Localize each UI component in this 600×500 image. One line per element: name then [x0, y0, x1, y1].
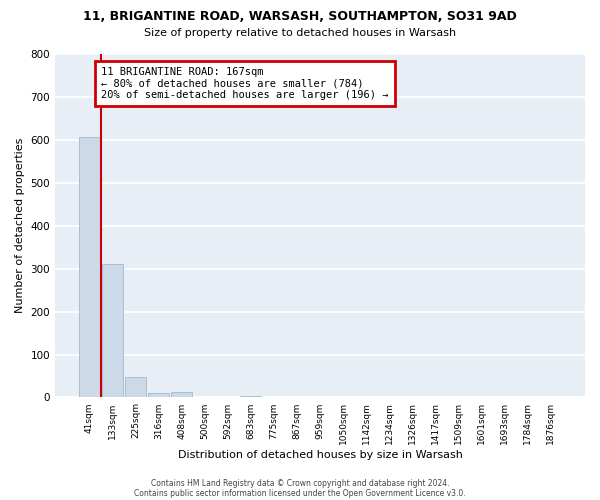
Bar [172, 392, 192, 398]
Text: Size of property relative to detached houses in Warsash: Size of property relative to detached ho… [144, 28, 456, 38]
Bar [79, 138, 100, 398]
Bar [241, 396, 261, 398]
Bar [148, 393, 169, 398]
Y-axis label: Number of detached properties: Number of detached properties [15, 138, 25, 314]
Text: Contains public sector information licensed under the Open Government Licence v3: Contains public sector information licen… [134, 488, 466, 498]
Text: 11, BRIGANTINE ROAD, WARSASH, SOUTHAMPTON, SO31 9AD: 11, BRIGANTINE ROAD, WARSASH, SOUTHAMPTO… [83, 10, 517, 23]
Text: Contains HM Land Registry data © Crown copyright and database right 2024.: Contains HM Land Registry data © Crown c… [151, 478, 449, 488]
Bar [102, 264, 123, 398]
X-axis label: Distribution of detached houses by size in Warsash: Distribution of detached houses by size … [178, 450, 463, 460]
Text: 11 BRIGANTINE ROAD: 167sqm
← 80% of detached houses are smaller (784)
20% of sem: 11 BRIGANTINE ROAD: 167sqm ← 80% of deta… [101, 67, 389, 100]
Bar [125, 377, 146, 398]
